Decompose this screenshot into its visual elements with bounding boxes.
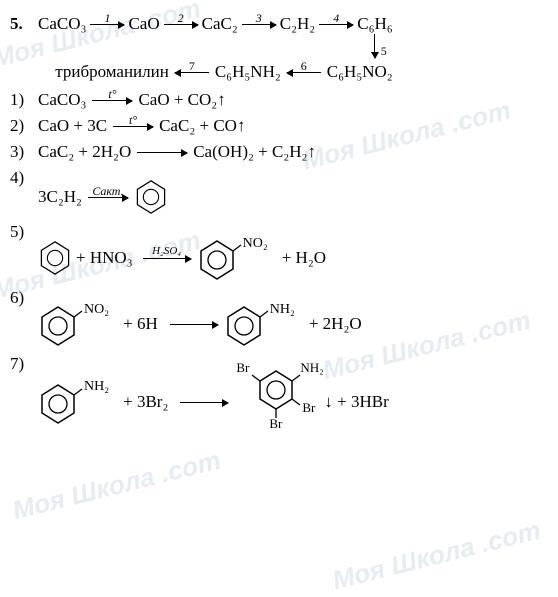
arrow-icon: t°: [113, 126, 153, 127]
product: Ca(OH)₂ + C₂H₂↑: [193, 142, 316, 162]
product: ↓ + 3HBr: [324, 392, 388, 412]
reactant: CaC₂ + 2H₂O: [38, 142, 131, 162]
product: CaC₂ + CO↑: [159, 116, 245, 136]
product: + H₂O: [282, 248, 326, 268]
substituent: NO₂: [84, 302, 109, 318]
aniline-icon: NH₂: [224, 300, 295, 348]
compound: триброманилин: [55, 62, 169, 82]
arrow-icon: [180, 402, 228, 403]
reagent: + HNO₃: [76, 248, 133, 268]
arrow-icon: 2: [164, 24, 198, 25]
step-number: 1): [10, 90, 38, 110]
compound: C₂H₂: [280, 14, 315, 34]
nitrobenzene-icon: NO₂: [38, 300, 109, 348]
benzene-icon: [38, 239, 72, 277]
compound: CaC₂: [202, 14, 238, 34]
step-number: 2): [10, 116, 38, 136]
reaction-step: 5) + HNO₃ H₂SO₄ NO₂ + H₂O: [10, 222, 548, 282]
product: CaO + CO₂↑: [138, 90, 225, 110]
arrow-left-icon: 7: [175, 72, 209, 73]
arrow-icon: Cакт.: [88, 197, 128, 198]
arrow-icon: 1: [90, 24, 124, 25]
arrow-left-icon: 6: [287, 72, 321, 73]
aniline-icon: NH₂: [38, 376, 109, 428]
reaction-step: 7) NH₂ + 3Br₂: [10, 354, 548, 434]
reactant: 3C₂H₂: [38, 187, 82, 207]
compound: C₆H₅NH₂: [215, 62, 281, 82]
substituent: NH₂: [300, 360, 323, 376]
reaction-step: 6) NO₂ + 6H NH₂ + 2H₂O: [10, 288, 548, 348]
benzene-icon: [134, 178, 168, 216]
watermark: Моя Школа .com: [9, 445, 223, 527]
reaction-step: 2) CaO + 3C t° CaC₂ + CO↑: [10, 116, 548, 136]
nitrobenzene-icon: NO₂: [197, 234, 268, 282]
reactant: CaO + 3C: [38, 116, 107, 136]
substituent: NH₂: [84, 379, 109, 395]
arrow-icon: H₂SO₄: [143, 258, 191, 259]
reagent: + 6H: [123, 314, 158, 334]
reactant: CaCO₃: [38, 90, 86, 110]
arrow-icon: [170, 324, 218, 325]
reaction-chain: 5. CaCO₃ 1 CaO 2 CaC₂ 3 C₂H₂ 4 C₆H₆ 5 тр…: [10, 14, 548, 82]
reaction-step: 4) 3C₂H₂ Cакт.: [10, 168, 548, 216]
step-number: 5): [10, 222, 38, 242]
compound: C₆H₅NO₂: [327, 62, 393, 82]
arrow-icon: 3: [242, 24, 276, 25]
tribromoaniline-icon: Br NH₂ Br Br: [234, 356, 324, 434]
compound: CaCO₃: [38, 14, 86, 34]
compound: CaO: [128, 14, 159, 34]
arrow-down-icon: 5: [374, 34, 375, 58]
step-number: 6): [10, 288, 38, 308]
substituent: Br: [236, 360, 249, 376]
step-number: 7): [10, 354, 38, 374]
step-number: 3): [10, 142, 38, 162]
reaction-step: 3) CaC₂ + 2H₂O Ca(OH)₂ + C₂H₂↑: [10, 142, 548, 162]
problem-number: 5.: [10, 14, 38, 34]
arrow-icon: t°: [92, 100, 132, 101]
arrow-icon: 4: [319, 24, 353, 25]
reagent: + 3Br₂: [123, 392, 168, 412]
substituent: Br: [302, 400, 315, 416]
substituent: Br: [269, 416, 282, 432]
reaction-step: 1) CaCO₃ t° CaO + CO₂↑: [10, 90, 548, 110]
product: + 2H₂O: [309, 314, 362, 334]
arrow-icon: [137, 152, 187, 153]
substituent: NO₂: [243, 236, 268, 252]
watermark: Моя Школа .com: [329, 515, 543, 597]
step-number: 4): [10, 168, 38, 188]
substituent: NH₂: [270, 302, 295, 318]
compound: C₆H₆: [357, 14, 392, 34]
